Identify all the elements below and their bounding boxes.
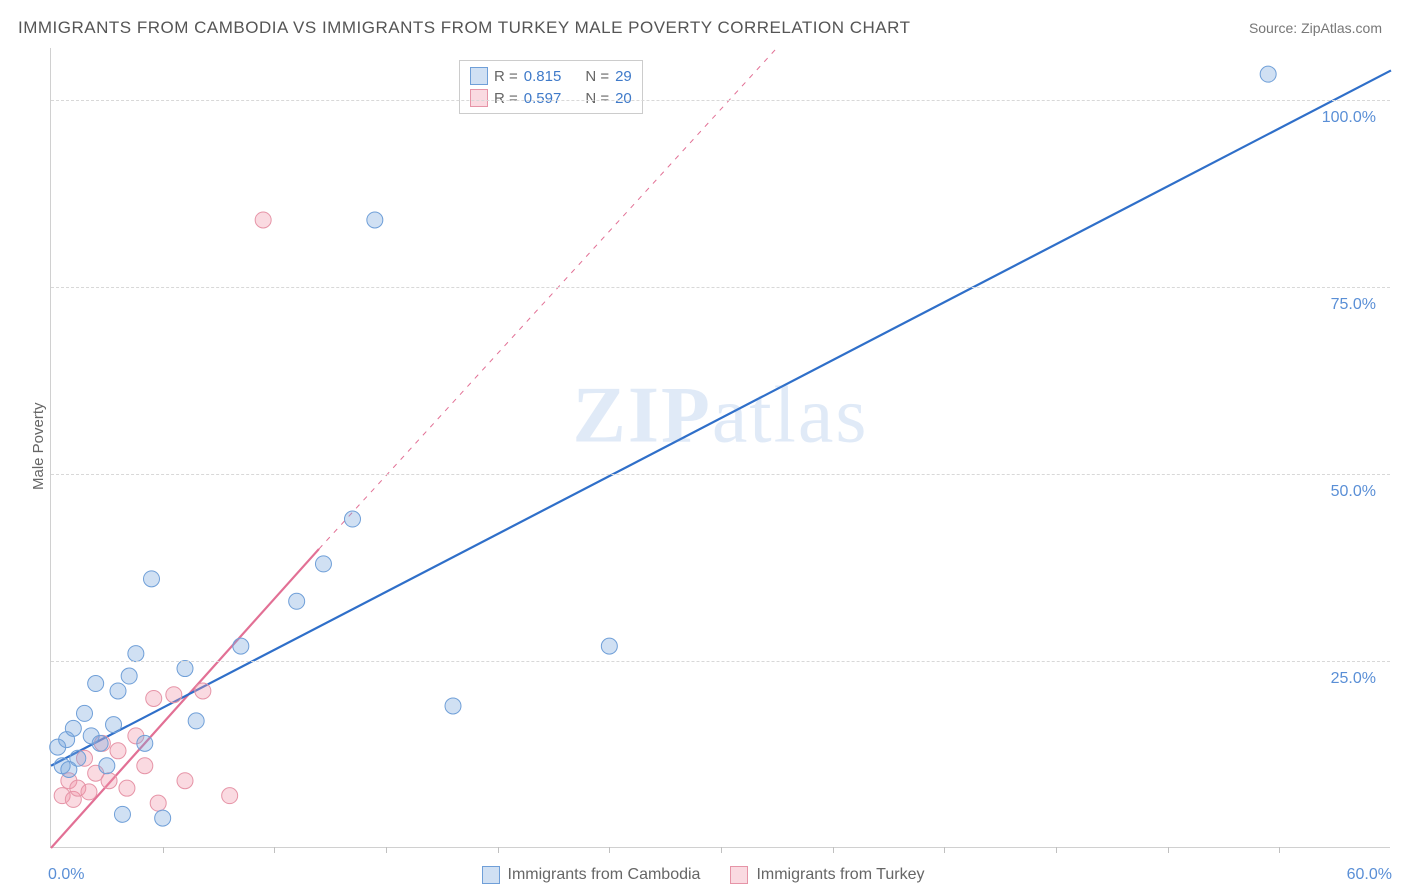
y-tick-label: 25.0% — [1331, 670, 1376, 688]
plot-area: ZIPatlas R =0.815N =29R =0.597N =20 25.0… — [50, 48, 1390, 848]
n-value: 29 — [615, 68, 632, 85]
x-tick — [1168, 847, 1169, 853]
data-point — [144, 571, 160, 587]
swatch-pink-icon — [730, 866, 748, 884]
stats-legend: R = 0.815 N = 29 R = 0.597 N = 20 — [459, 60, 643, 114]
r-value: 0.597 — [524, 90, 562, 107]
data-point — [65, 720, 81, 736]
source-label: Source: ZipAtlas.com — [1249, 20, 1382, 36]
legend-label-turkey: Immigrants from Turkey — [756, 866, 924, 884]
data-point — [445, 698, 461, 714]
x-tick — [944, 847, 945, 853]
swatch-pink-icon — [470, 89, 488, 107]
gridline — [51, 474, 1390, 475]
bottom-legend: Immigrants from Cambodia Immigrants from… — [0, 866, 1406, 884]
stats-legend-row: R = 0.597 N = 20 — [470, 87, 632, 109]
r-label: R = — [494, 90, 518, 107]
legend-item-turkey: Immigrants from Turkey — [730, 866, 924, 884]
gridline — [51, 287, 1390, 288]
data-point — [101, 773, 117, 789]
swatch-blue-icon — [470, 67, 488, 85]
r-value: 0.815 — [524, 68, 562, 85]
data-point — [92, 735, 108, 751]
data-point — [128, 646, 144, 662]
data-point — [177, 773, 193, 789]
data-point — [81, 784, 97, 800]
x-tick — [1279, 847, 1280, 853]
x-tick — [498, 847, 499, 853]
r-label: R = — [494, 68, 518, 85]
y-tick-label: 100.0% — [1322, 109, 1376, 127]
data-point — [70, 750, 86, 766]
data-point — [1260, 66, 1276, 82]
data-point — [315, 556, 331, 572]
data-point — [146, 690, 162, 706]
data-point — [137, 735, 153, 751]
y-tick-label: 75.0% — [1331, 296, 1376, 314]
x-tick — [609, 847, 610, 853]
data-point — [367, 212, 383, 228]
n-value: 20 — [615, 90, 632, 107]
data-point — [233, 638, 249, 654]
data-point — [137, 758, 153, 774]
stats-legend-row: R = 0.815 N = 29 — [470, 65, 632, 87]
data-point — [110, 683, 126, 699]
gridline — [51, 661, 1390, 662]
y-axis-label: Male Poverty — [30, 402, 47, 490]
x-tick — [1056, 847, 1057, 853]
data-point — [150, 795, 166, 811]
data-point — [119, 780, 135, 796]
data-point — [601, 638, 617, 654]
data-point — [114, 806, 130, 822]
data-point — [188, 713, 204, 729]
data-point — [99, 758, 115, 774]
x-tick — [833, 847, 834, 853]
legend-label-cambodia: Immigrants from Cambodia — [508, 866, 701, 884]
data-point — [155, 810, 171, 826]
data-point — [77, 705, 93, 721]
swatch-blue-icon — [482, 866, 500, 884]
data-point — [195, 683, 211, 699]
chart-svg — [51, 48, 1390, 847]
data-point — [222, 788, 238, 804]
x-tick — [274, 847, 275, 853]
gridline — [51, 100, 1390, 101]
legend-item-cambodia: Immigrants from Cambodia — [482, 866, 701, 884]
n-label: N = — [585, 68, 609, 85]
x-tick — [386, 847, 387, 853]
n-label: N = — [585, 90, 609, 107]
data-point — [121, 668, 137, 684]
data-point — [106, 717, 122, 733]
x-tick — [163, 847, 164, 853]
data-point — [110, 743, 126, 759]
data-point — [255, 212, 271, 228]
data-point — [88, 676, 104, 692]
data-point — [289, 593, 305, 609]
x-tick — [721, 847, 722, 853]
data-point — [177, 661, 193, 677]
data-point — [166, 687, 182, 703]
chart-title: IMMIGRANTS FROM CAMBODIA VS IMMIGRANTS F… — [18, 18, 911, 38]
data-point — [345, 511, 361, 527]
y-tick-label: 50.0% — [1331, 483, 1376, 501]
